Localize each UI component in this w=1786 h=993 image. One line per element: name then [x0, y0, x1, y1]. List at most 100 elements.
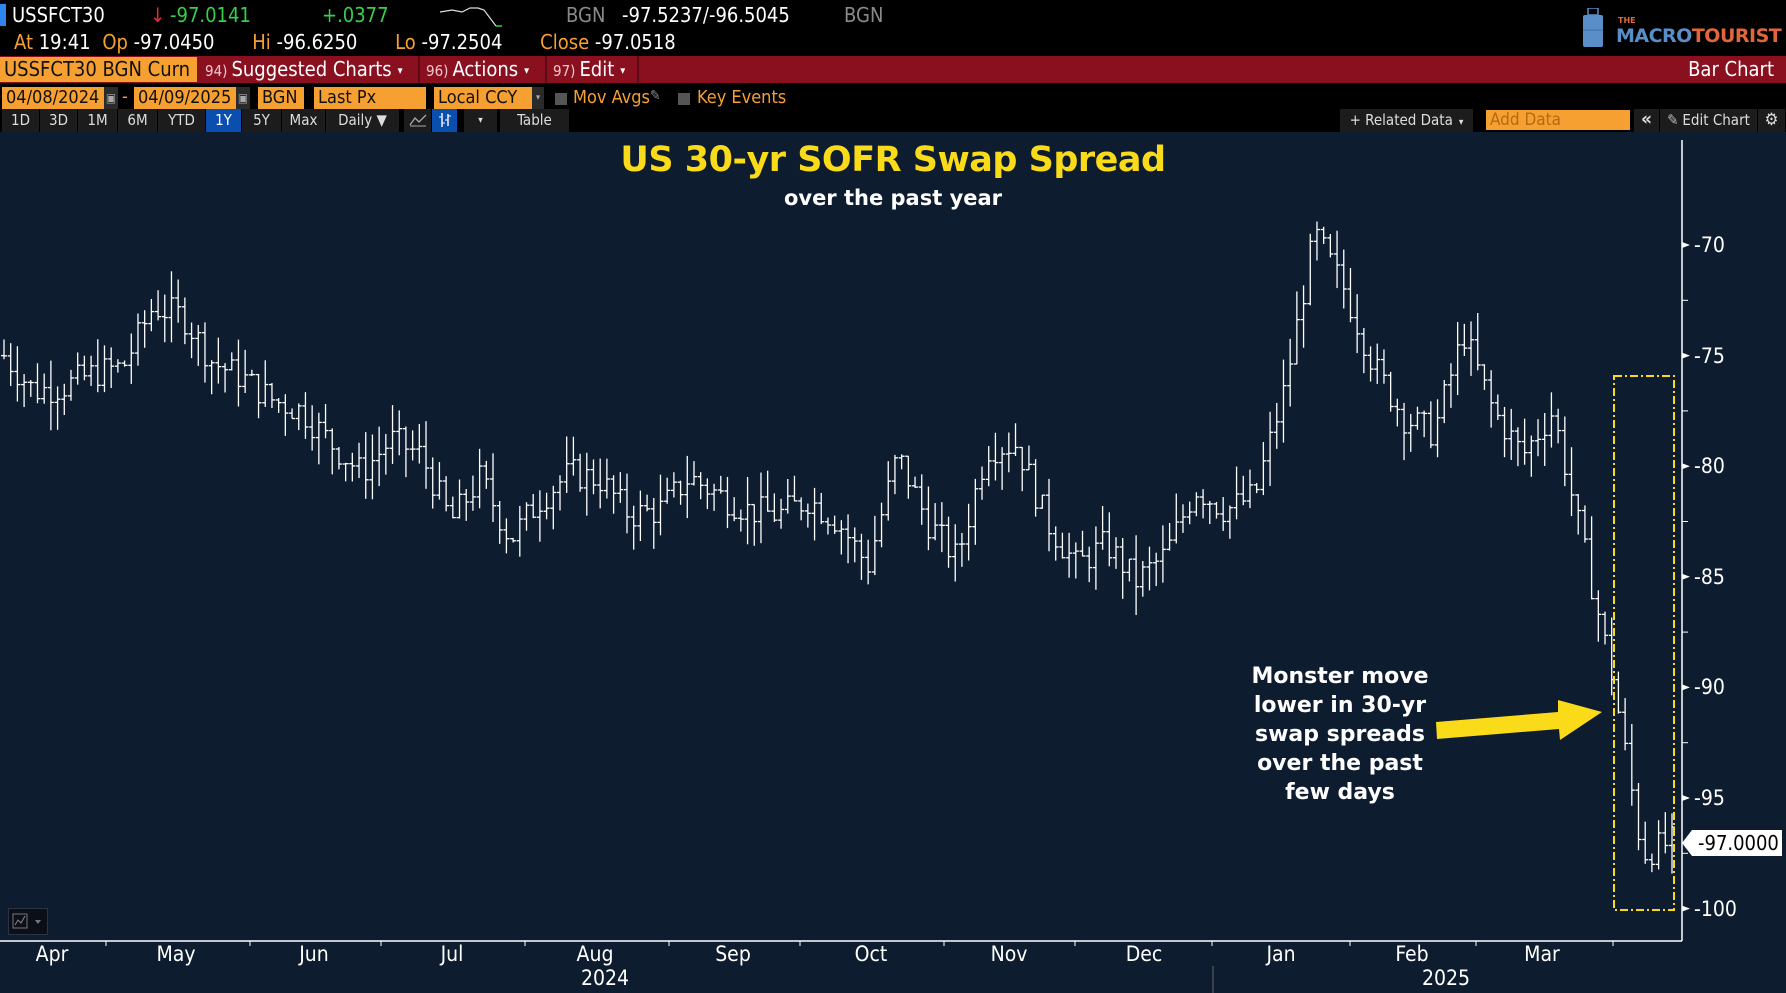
key-events-label[interactable]: Key Events — [697, 87, 787, 108]
chart-subtitle: over the past year — [783, 186, 1003, 210]
add-data-input[interactable]: Add Data — [1486, 110, 1630, 130]
calendar-icon[interactable]: ▣ — [236, 87, 250, 109]
menu-label: Actions — [452, 57, 519, 81]
x-axis-ticks — [105, 941, 1614, 946]
y-tick-label: -85 — [1694, 564, 1725, 589]
sparkline-icon — [440, 7, 502, 27]
source-field[interactable]: BGN — [258, 87, 304, 109]
range-5y[interactable]: 5Y — [242, 109, 282, 132]
suggested-charts-menu[interactable]: 94) Suggested Charts ▾ — [199, 56, 420, 83]
y-tick-label: -95 — [1694, 786, 1725, 810]
range-1y[interactable]: 1Y — [206, 109, 242, 132]
x-tick-label: Dec — [1125, 942, 1163, 966]
price-change: +.0377 — [322, 3, 389, 27]
y-tick-label: -100 — [1694, 896, 1737, 921]
logo-tourist: TOURIST — [1691, 25, 1782, 47]
edit-chart-label: Edit Chart — [1682, 111, 1750, 129]
x-tick-label: Nov — [990, 942, 1028, 966]
menu-number: 97) — [553, 62, 576, 80]
menu-bar: USSFCT30 BGN Curn 94) Suggested Charts ▾ 9… — [0, 56, 1786, 83]
currency-dropdown-icon[interactable]: ▾ — [532, 87, 544, 109]
open-value: -97.0450 — [133, 30, 215, 54]
x-tick-label: Jan — [1266, 942, 1296, 966]
caret-down-icon: ▾ — [397, 64, 403, 77]
high-label: Hi — [252, 30, 271, 54]
x-tick-label: Aug — [576, 942, 614, 966]
menu-label: Suggested Charts — [231, 57, 392, 81]
range-1d[interactable]: 1D — [2, 109, 40, 132]
open-label: Op — [102, 30, 128, 54]
close-value: -97.0518 — [594, 30, 676, 54]
x-tick-label: Apr — [35, 942, 69, 966]
down-arrow-icon: ↓ — [150, 3, 166, 27]
suitcase-icon — [1583, 8, 1603, 47]
range-1m[interactable]: 1M — [78, 109, 118, 132]
mov-avgs-checkbox[interactable] — [555, 93, 567, 105]
chart-style-button[interactable] — [8, 908, 48, 935]
y-axis-ticks — [1682, 242, 1690, 912]
pencil-icon[interactable]: ✎ — [650, 88, 661, 104]
year-label-2024: 2024 — [580, 966, 630, 990]
y-tick-label: -80 — [1694, 454, 1725, 479]
frequency-dropdown[interactable]: Daily ▼ — [326, 109, 400, 132]
bid-ask: -97.5237/-96.5045 — [622, 3, 790, 27]
collapse-icon[interactable]: « — [1634, 109, 1660, 132]
y-tick-label: -70 — [1694, 233, 1725, 257]
edit-menu[interactable]: 97) Edit ▾ — [547, 56, 639, 83]
view-name: Bar Chart — [1688, 57, 1774, 81]
bar-chart-icon[interactable] — [432, 109, 458, 132]
menu-number: 94) — [205, 62, 228, 80]
macro-tourist-logo: THE MACROTOURIST — [1580, 6, 1782, 52]
at-label: At — [14, 30, 34, 54]
actions-menu[interactable]: 96) Actions ▾ — [420, 56, 547, 83]
caret-down-icon: ▾ — [1458, 117, 1464, 128]
x-tick-label: May — [156, 942, 196, 966]
caret-down-icon: ▾ — [524, 64, 530, 77]
start-date-field[interactable]: 04/08/2024 — [2, 87, 104, 109]
x-tick-label: Sep — [715, 942, 751, 966]
range-ytd[interactable]: YTD — [158, 109, 206, 132]
currency-select[interactable]: Local CCY — [434, 87, 532, 109]
source-label-left: BGN — [566, 3, 606, 27]
low-value: -97.2504 — [421, 30, 503, 54]
x-tick-label: Jun — [299, 942, 329, 966]
line-chart-icon[interactable] — [404, 109, 432, 132]
menu-number: 96) — [426, 62, 449, 80]
range-max[interactable]: Max — [282, 109, 326, 132]
ohlc-bars — [1, 221, 1675, 874]
security-field[interactable]: USSFCT30 BGN Curn — [0, 57, 197, 82]
highlight-box — [1613, 375, 1675, 911]
key-events-checkbox[interactable] — [678, 93, 690, 105]
related-data-button[interactable]: + Related Data ▾ — [1340, 109, 1474, 132]
table-button[interactable]: Table — [500, 109, 570, 132]
low-label: Lo — [395, 30, 416, 54]
y-tick-label: -75 — [1694, 343, 1725, 368]
source-label-right: BGN — [844, 3, 884, 27]
chart-type-dropdown-icon[interactable]: ▾ — [464, 109, 498, 132]
field-select[interactable]: Last Px — [314, 87, 426, 109]
ticker-color-tab — [0, 4, 6, 26]
x-tick-label: Oct — [854, 942, 888, 966]
range-3d[interactable]: 3D — [40, 109, 78, 132]
close-label: Close — [540, 30, 590, 54]
gear-icon[interactable]: ⚙ — [1758, 109, 1786, 132]
related-data-label: + Related Data — [1349, 111, 1453, 129]
chart-panel — [0, 132, 1786, 993]
last-price-label: -97.0000 — [1682, 830, 1782, 856]
mov-avgs-label[interactable]: Mov Avgs — [573, 87, 650, 108]
x-tick-label: Mar — [1524, 942, 1560, 966]
pencil-icon: ✎ — [1667, 111, 1679, 129]
end-date-field[interactable]: 04/09/2025 — [134, 87, 236, 109]
logo-the: THE — [1618, 16, 1636, 25]
x-tick-label: Jul — [440, 942, 464, 966]
quote-time: 19:41 — [38, 30, 91, 54]
edit-chart-button[interactable]: ✎ Edit Chart — [1660, 109, 1758, 132]
calendar-icon[interactable]: ▣ — [104, 87, 118, 109]
high-value: -96.6250 — [276, 30, 358, 54]
date-separator: - — [122, 86, 128, 107]
caret-down-icon: ▾ — [620, 64, 626, 77]
annotation-text: Monster move lower in 30-yr swap spreads… — [1251, 664, 1429, 805]
logo-wordmark: MACROTOURIST — [1616, 25, 1782, 47]
range-6m[interactable]: 6M — [118, 109, 158, 132]
